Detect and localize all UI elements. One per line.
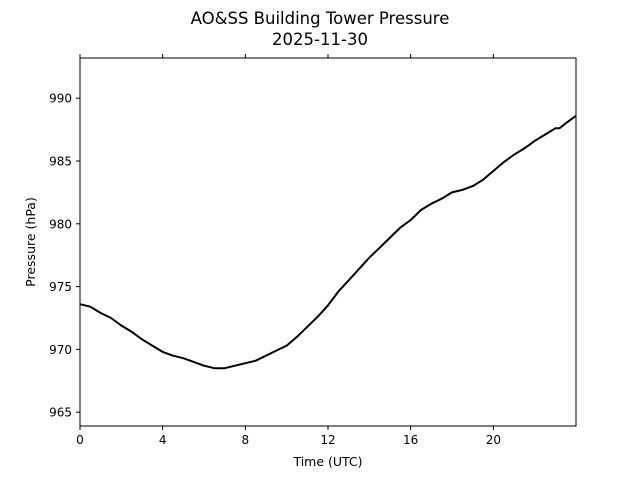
y-tick-label: 980 [49,217,72,231]
x-tick-label: 12 [320,433,335,447]
plot-area-frame [79,57,577,427]
x-tick-label: 16 [403,433,418,447]
x-axis-label: Time (UTC) [292,454,362,469]
y-tick-label: 985 [49,154,72,168]
y-axis-label: Pressure (hPa) [23,197,38,287]
x-tick-label: 20 [486,433,501,447]
chart-title: AO&SS Building Tower Pressure [191,9,450,28]
pressure-series-line [79,114,577,370]
y-tick-label: 975 [49,280,72,294]
x-tick-label: 4 [159,433,167,447]
x-tick-label: 8 [242,433,250,447]
y-tick-label: 965 [49,406,72,420]
x-tick-label: 0 [76,433,84,447]
y-tick-label: 990 [49,92,72,106]
y-tick-label: 970 [49,343,72,357]
chart-subtitle: 2025-11-30 [272,30,368,49]
